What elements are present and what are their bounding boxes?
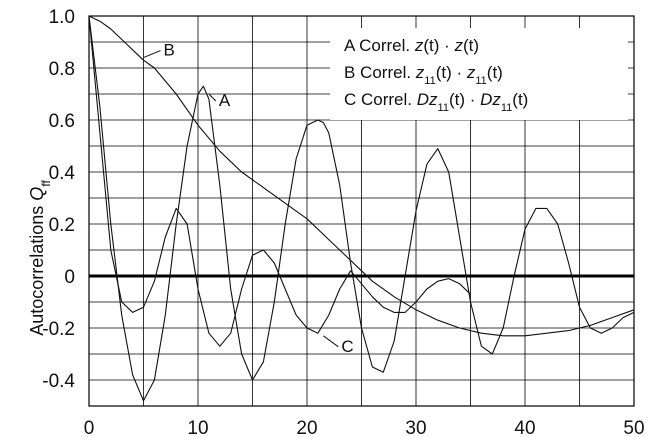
annotation-leader-B bbox=[143, 50, 161, 59]
annotation-label-A: A bbox=[219, 91, 231, 110]
annotation-label-B: B bbox=[164, 41, 175, 60]
y-tick-label: 0.2 bbox=[49, 215, 75, 236]
y-axis-label-subscript: ff bbox=[39, 180, 53, 187]
y-tick-label: 0.8 bbox=[49, 59, 75, 80]
x-tick-label: 0 bbox=[84, 418, 95, 437]
y-axis-label-text: Autocorrelations bbox=[27, 206, 47, 336]
y-tick-label: 1.0 bbox=[49, 7, 75, 28]
series-layer bbox=[88, 15, 635, 402]
annotation-leader-C bbox=[323, 335, 339, 348]
legend: A Correl. z(t) · z(t) B Correl. z11(t) · … bbox=[330, 28, 628, 120]
series-line-A bbox=[88, 15, 635, 402]
y-tick-label: 0.4 bbox=[49, 163, 76, 184]
y-axis-label: Autocorrelations Qff bbox=[27, 180, 53, 336]
x-tick-label: 40 bbox=[514, 418, 535, 437]
y-tick-labels: 1.0 0.8 0.6 0.4 0.2 0 -0.2 -0.4 bbox=[42, 7, 75, 392]
series-annotations: A B C bbox=[143, 41, 354, 356]
series-line-B bbox=[88, 15, 635, 337]
legend-entry-B: B Correl. z11(t) · z11(t) bbox=[344, 63, 503, 87]
y-axis-label-symbol: Q bbox=[27, 187, 47, 201]
y-tick-label: 0 bbox=[64, 267, 75, 288]
x-tick-label: 30 bbox=[405, 418, 426, 437]
plot-frame bbox=[88, 15, 635, 407]
annotation-leader-A bbox=[208, 93, 217, 102]
legend-entry-C: C Correl. Dz11(t) · Dz11(t) bbox=[344, 90, 528, 114]
x-tick-label: 10 bbox=[187, 418, 208, 437]
y-tick-label: 0.6 bbox=[49, 111, 75, 132]
x-tick-label: 20 bbox=[296, 418, 317, 437]
x-tick-label: 50 bbox=[623, 418, 644, 437]
x-tick-labels: 0 10 20 30 40 50 bbox=[84, 418, 645, 437]
legend-entry-A: A Correl. z(t) · z(t) bbox=[344, 36, 479, 55]
legend-background bbox=[330, 28, 628, 120]
annotation-label-C: C bbox=[341, 337, 353, 356]
series-line-C bbox=[88, 15, 471, 347]
y-tick-label: -0.2 bbox=[42, 319, 75, 340]
y-tick-label: -0.4 bbox=[42, 371, 75, 392]
